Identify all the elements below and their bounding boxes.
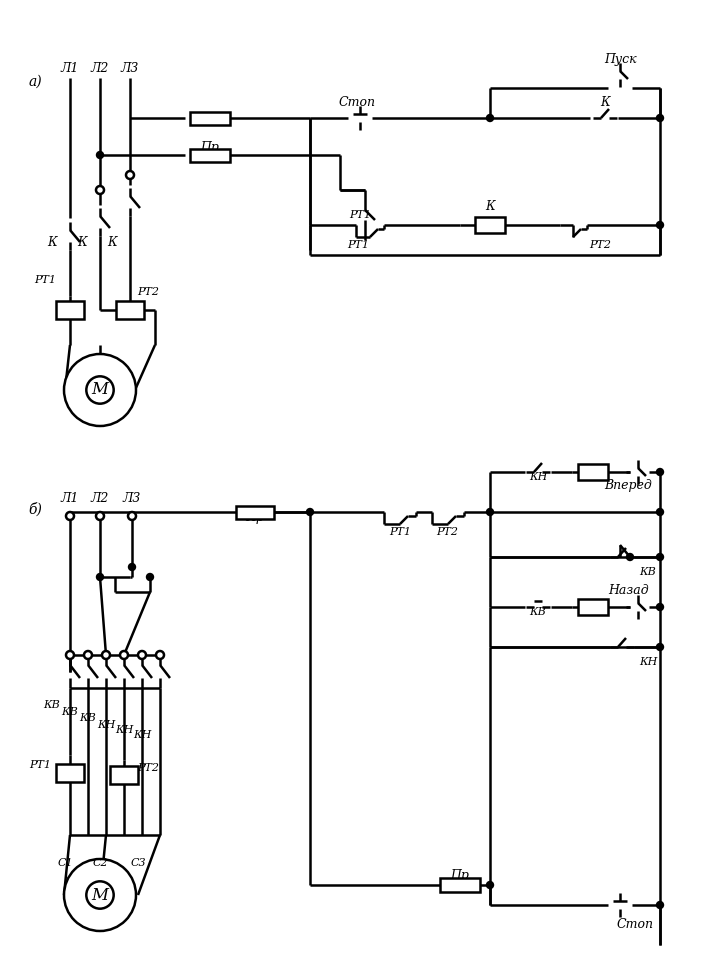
Text: Пр: Пр	[451, 869, 470, 881]
Text: КВ: КВ	[640, 567, 656, 577]
Bar	[236, 506, 274, 519]
Circle shape	[138, 651, 146, 659]
Bar	[190, 112, 230, 125]
Text: КВ: КВ	[62, 707, 78, 717]
Circle shape	[627, 553, 634, 560]
Circle shape	[120, 651, 128, 659]
Circle shape	[657, 902, 663, 909]
Text: Л1: Л1	[61, 61, 79, 74]
Circle shape	[657, 508, 663, 515]
Circle shape	[657, 468, 663, 475]
Text: КВ: КВ	[44, 700, 61, 710]
Text: Пуск: Пуск	[604, 54, 636, 66]
Text: Пр: Пр	[201, 142, 220, 154]
Text: КН: КН	[115, 725, 133, 735]
Circle shape	[486, 114, 494, 121]
Bar	[56, 764, 84, 782]
Circle shape	[96, 151, 103, 158]
Bar	[475, 217, 505, 233]
Text: КВ: КВ	[584, 472, 601, 482]
Circle shape	[129, 563, 135, 571]
Bar	[56, 301, 84, 319]
Circle shape	[96, 512, 104, 520]
Circle shape	[657, 603, 663, 611]
Text: Л2: Л2	[91, 492, 109, 505]
Text: РТ2: РТ2	[436, 527, 458, 537]
Text: Стоп: Стоп	[339, 97, 375, 109]
Text: РТ1: РТ1	[389, 527, 411, 537]
Text: РТ1: РТ1	[29, 760, 51, 770]
Text: С1: С1	[57, 858, 73, 868]
Circle shape	[87, 881, 113, 909]
Text: К: К	[485, 200, 495, 214]
Text: М: М	[92, 886, 108, 904]
Circle shape	[156, 651, 164, 659]
Text: а): а)	[28, 75, 42, 89]
Text: РТ1: РТ1	[34, 275, 56, 285]
Circle shape	[657, 222, 663, 228]
Circle shape	[657, 643, 663, 650]
Circle shape	[64, 859, 136, 931]
Text: Вперед: Вперед	[604, 478, 652, 492]
Circle shape	[66, 651, 74, 659]
Text: КН: КН	[529, 472, 547, 482]
Bar	[110, 766, 138, 784]
Circle shape	[96, 186, 104, 194]
Circle shape	[128, 512, 136, 520]
Text: КВ: КВ	[80, 713, 96, 723]
Circle shape	[126, 171, 134, 179]
Circle shape	[84, 651, 92, 659]
Text: С3: С3	[130, 858, 146, 868]
Circle shape	[306, 508, 313, 515]
Text: КН: КН	[639, 657, 658, 667]
Circle shape	[96, 574, 103, 581]
Text: РТ2: РТ2	[137, 763, 159, 773]
Text: Л3: Л3	[122, 492, 142, 505]
Bar	[578, 599, 608, 615]
Circle shape	[657, 553, 663, 560]
Text: К: К	[601, 97, 610, 109]
Text: РТ2: РТ2	[137, 287, 159, 297]
Text: К: К	[47, 235, 57, 249]
Text: Л2: Л2	[91, 61, 109, 74]
Circle shape	[66, 512, 74, 520]
Text: КН: КН	[584, 607, 602, 617]
Text: КВ: КВ	[529, 607, 546, 617]
Text: РТ1: РТ1	[349, 210, 371, 220]
Circle shape	[87, 377, 113, 404]
Circle shape	[64, 354, 136, 426]
Text: К: К	[107, 235, 117, 249]
Text: РТ2: РТ2	[589, 240, 611, 250]
Bar	[440, 878, 480, 892]
Text: Назад: Назад	[608, 584, 648, 596]
Bar	[190, 149, 230, 162]
Text: б): б)	[28, 503, 42, 517]
Circle shape	[146, 574, 153, 581]
Text: КН: КН	[97, 720, 115, 730]
Text: РТ1: РТ1	[347, 240, 369, 250]
Text: Л1: Л1	[61, 492, 79, 505]
Text: Л3: Л3	[121, 61, 139, 74]
Text: КН: КН	[133, 730, 151, 740]
Text: Пр: Пр	[246, 511, 265, 524]
Circle shape	[486, 881, 494, 888]
Circle shape	[486, 508, 494, 515]
Text: С2: С2	[92, 858, 108, 868]
Text: Стоп: Стоп	[617, 918, 653, 931]
Circle shape	[657, 114, 663, 121]
Circle shape	[102, 651, 110, 659]
Bar	[116, 301, 144, 319]
Text: М: М	[92, 382, 108, 398]
Text: К: К	[77, 235, 87, 249]
Bar	[578, 464, 608, 480]
